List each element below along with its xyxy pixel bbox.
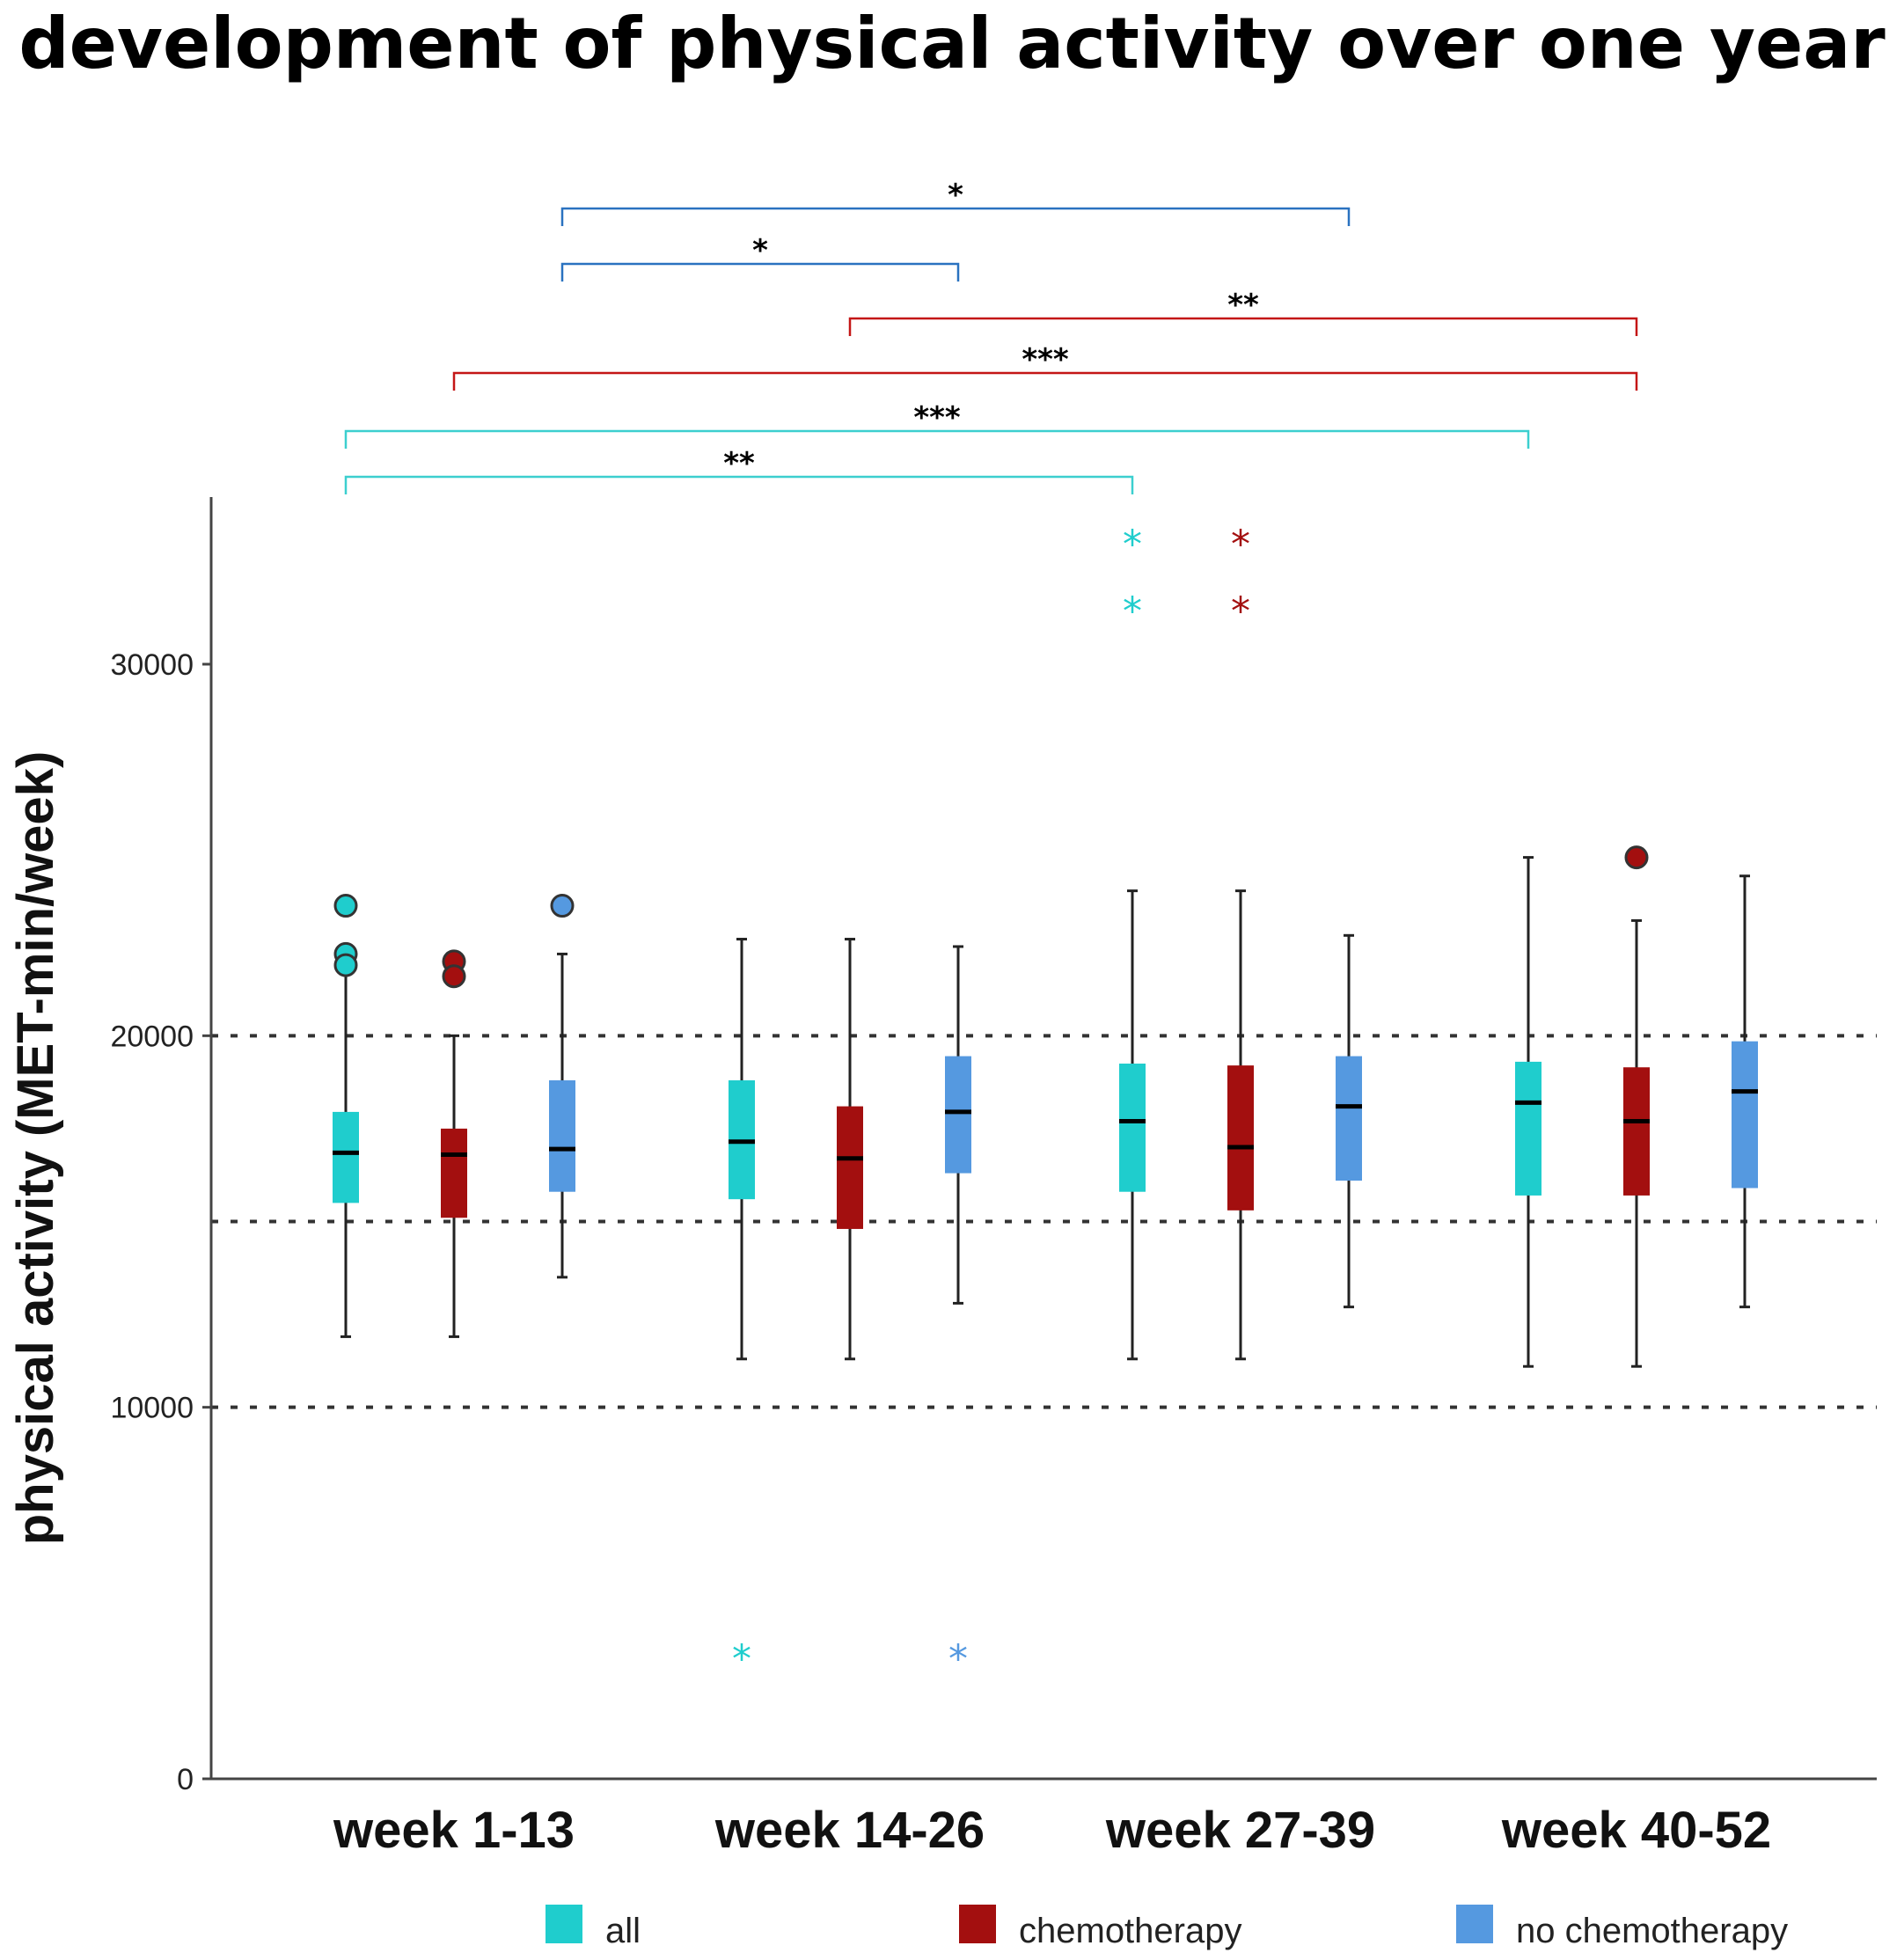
x-category-label: week 14-26 bbox=[714, 1802, 985, 1859]
box-body bbox=[1623, 1067, 1650, 1196]
significance-label: ** bbox=[723, 446, 755, 481]
box-no-chemotherapy-3 bbox=[1336, 933, 1362, 1309]
box-chemotherapy-1 bbox=[441, 949, 467, 1338]
significance-label: *** bbox=[913, 400, 961, 435]
significance-label: * bbox=[752, 233, 768, 268]
legend-label: chemotherapy bbox=[1019, 1912, 1241, 1950]
significance-bracket bbox=[848, 317, 1638, 336]
significance-label: * bbox=[948, 178, 963, 213]
box-chemotherapy-4 bbox=[1623, 845, 1650, 1368]
outlier-point bbox=[333, 953, 358, 977]
chart-title: development of physical activity over on… bbox=[18, 3, 1886, 84]
outlier-point bbox=[1624, 845, 1649, 870]
extreme-marker: * bbox=[1231, 522, 1250, 567]
y-tick-label: 0 bbox=[177, 1763, 194, 1796]
extreme-marker: * bbox=[1123, 589, 1142, 633]
x-category-label: week 40-52 bbox=[1501, 1802, 1771, 1859]
box-body bbox=[1336, 1056, 1362, 1181]
box-chemotherapy-2 bbox=[837, 938, 863, 1361]
box-body bbox=[945, 1056, 971, 1174]
y-tick-label: 10000 bbox=[110, 1392, 194, 1425]
significance-bracket bbox=[452, 371, 1638, 391]
box-no-chemotherapy-1 bbox=[549, 894, 575, 1279]
box-all-4 bbox=[1515, 856, 1542, 1368]
box-all-3: ** bbox=[1119, 522, 1146, 1361]
significance-bracket bbox=[344, 429, 1530, 449]
legend-swatch bbox=[546, 1905, 582, 1943]
box-no-chemotherapy-2: * bbox=[945, 945, 971, 1681]
extreme-marker: * bbox=[1231, 589, 1250, 633]
extreme-marker: * bbox=[732, 1636, 751, 1681]
legend-swatch bbox=[959, 1905, 996, 1943]
significance-label: ** bbox=[1227, 288, 1259, 323]
box-no-chemotherapy-4 bbox=[1732, 874, 1758, 1309]
x-category-label: week 27-39 bbox=[1105, 1802, 1375, 1859]
box-chemotherapy-3: ** bbox=[1227, 522, 1254, 1361]
box-body bbox=[549, 1080, 575, 1192]
box-body bbox=[1732, 1041, 1758, 1189]
box-body bbox=[333, 1111, 359, 1203]
box-body bbox=[1515, 1061, 1542, 1196]
y-tick-label: 30000 bbox=[110, 648, 194, 682]
significance-label: *** bbox=[1022, 342, 1069, 377]
extreme-marker: * bbox=[1123, 522, 1142, 567]
box-all-2: * bbox=[729, 938, 755, 1681]
outlier-point bbox=[333, 894, 358, 918]
y-tick-label: 20000 bbox=[110, 1020, 194, 1053]
significance-bracket bbox=[560, 207, 1351, 226]
legend-swatch bbox=[1456, 1905, 1493, 1943]
box-body bbox=[1227, 1065, 1254, 1211]
extreme-marker: * bbox=[948, 1636, 968, 1681]
outlier-point bbox=[442, 964, 466, 989]
box-body bbox=[441, 1128, 467, 1218]
legend-label: all bbox=[605, 1912, 641, 1950]
outlier-point bbox=[550, 894, 575, 918]
x-category-label: week 1-13 bbox=[333, 1802, 575, 1859]
box-body bbox=[1119, 1064, 1146, 1192]
box-body bbox=[837, 1106, 863, 1229]
significance-bracket bbox=[560, 262, 960, 282]
significance-bracket bbox=[344, 475, 1134, 494]
box-all-1 bbox=[333, 894, 359, 1338]
y-axis-label: physical activity (MET-min/week) bbox=[7, 751, 64, 1546]
legend-label: no chemotherapy bbox=[1516, 1912, 1788, 1950]
